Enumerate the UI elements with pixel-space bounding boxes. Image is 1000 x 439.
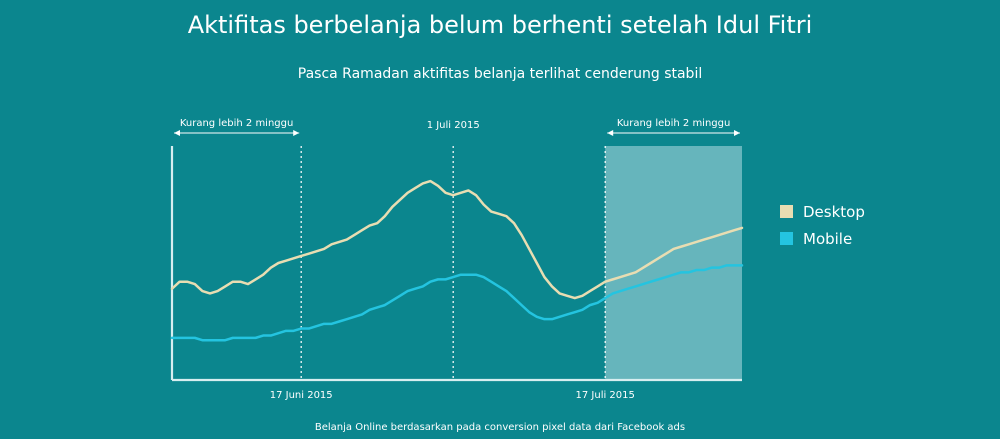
footnote: Belanja Online berdasarkan pada conversi… bbox=[315, 422, 685, 433]
bracket-label-1: Kurang lebih 2 minggu bbox=[180, 118, 294, 129]
legend: Desktop Mobile bbox=[780, 203, 865, 248]
reference-label-2: 1 Juli 2015 bbox=[427, 120, 480, 131]
bracket-left-arrow-2 bbox=[607, 130, 614, 136]
series-line-mobile bbox=[170, 264, 744, 342]
reference-label-3: 17 Juli 2015 bbox=[576, 390, 635, 401]
reference-label-1: 17 Juni 2015 bbox=[270, 390, 333, 401]
legend-desktop-swatch bbox=[780, 205, 793, 218]
plot-area: 17 Juni 2015 1 Juli 2015 17 Juli 2015 Kuran… bbox=[170, 118, 744, 401]
chart-subtitle: Pasca Ramadan aktifitas belanja terlihat… bbox=[298, 66, 702, 82]
chart-title: Aktifitas berbelanja belum berhenti sete… bbox=[188, 11, 813, 39]
bracket-left-arrow-1 bbox=[174, 130, 180, 136]
legend-mobile-label: Mobile bbox=[803, 230, 852, 248]
legend-desktop-label: Desktop bbox=[803, 203, 865, 221]
legend-mobile-swatch bbox=[780, 232, 793, 245]
bracket-right-arrow-2 bbox=[734, 130, 740, 136]
bracket-right-arrow-1 bbox=[293, 130, 300, 136]
highlight-region bbox=[605, 146, 742, 380]
series-line-desktop bbox=[170, 179, 744, 300]
bracket-label-2: Kurang lebih 2 minggu bbox=[617, 118, 731, 129]
